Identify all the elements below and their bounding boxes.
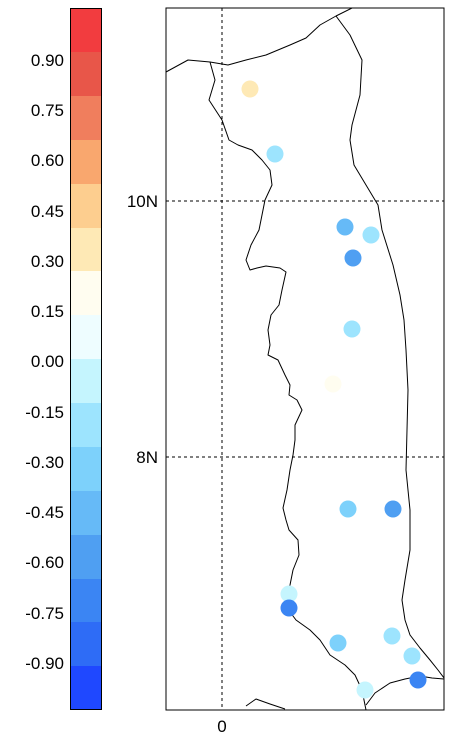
colorbar-segment: [70, 315, 102, 360]
colorbar-label: 0.75: [30, 101, 64, 120]
station-marker: [280, 599, 298, 617]
colorbar-label: -0.15: [25, 403, 64, 422]
station-marker: [266, 145, 284, 163]
colorbar-segment: [70, 183, 102, 228]
colorbar-segment: [70, 666, 102, 711]
station-marker: [324, 375, 342, 393]
colorbar-label: -0.75: [25, 604, 64, 623]
station-marker: [383, 627, 401, 645]
station-marker: [344, 249, 362, 267]
colorbar-segment: [70, 402, 102, 447]
station-marker: [356, 681, 374, 699]
station-markers: [241, 80, 427, 699]
latitude-label: 8N: [136, 448, 158, 467]
station-marker: [403, 647, 421, 665]
colorbar: 0.90 0.75 0.60 0.45 0.30 0.15 0.00 -0.15…: [0, 0, 110, 738]
colorbar-label: -0.30: [25, 453, 64, 472]
colorbar-segment: [70, 578, 102, 623]
station-marker: [329, 634, 347, 652]
station-marker: [241, 80, 259, 98]
country-boundaries: [166, 8, 444, 710]
country-border: [166, 8, 353, 73]
colorbar-label: -0.60: [25, 553, 64, 572]
coastline: [365, 675, 444, 706]
colorbar-label: 0.30: [30, 252, 64, 271]
station-marker: [343, 320, 361, 338]
station-marker: [409, 671, 427, 689]
latitude-label: 10N: [127, 192, 158, 211]
colorbar-segment: [70, 534, 102, 579]
colorbar-label: 0.60: [30, 151, 64, 170]
colorbar-label: 0.15: [30, 302, 64, 321]
colorbar-segment: [70, 8, 102, 52]
colorbar-label: 0.45: [30, 202, 64, 221]
station-marker: [336, 218, 354, 236]
colorbar-label: -0.45: [25, 503, 64, 522]
station-marker: [384, 500, 402, 518]
colorbar-segment: [70, 51, 102, 96]
coastline: [245, 698, 286, 710]
map-frame: [165, 7, 445, 711]
colorbar-label: -0.90: [25, 654, 64, 673]
colorbar-segment: [70, 139, 102, 184]
station-marker: [280, 585, 298, 603]
colorbar-segment: [70, 95, 102, 140]
station-marker: [362, 226, 380, 244]
country-border: [335, 15, 444, 679]
colorbar-segment: [70, 227, 102, 272]
colorbar-segment: [70, 359, 102, 403]
colorbar-segment: [70, 446, 102, 491]
colorbar-segment: [70, 271, 102, 316]
station-marker: [339, 500, 357, 518]
colorbar-label: 0.00: [30, 352, 64, 371]
colorbar-segment: [70, 622, 102, 667]
colorbar-label: 0.90: [30, 51, 64, 70]
longitude-label: 0: [217, 717, 226, 736]
colorbar-segment: [70, 490, 102, 535]
